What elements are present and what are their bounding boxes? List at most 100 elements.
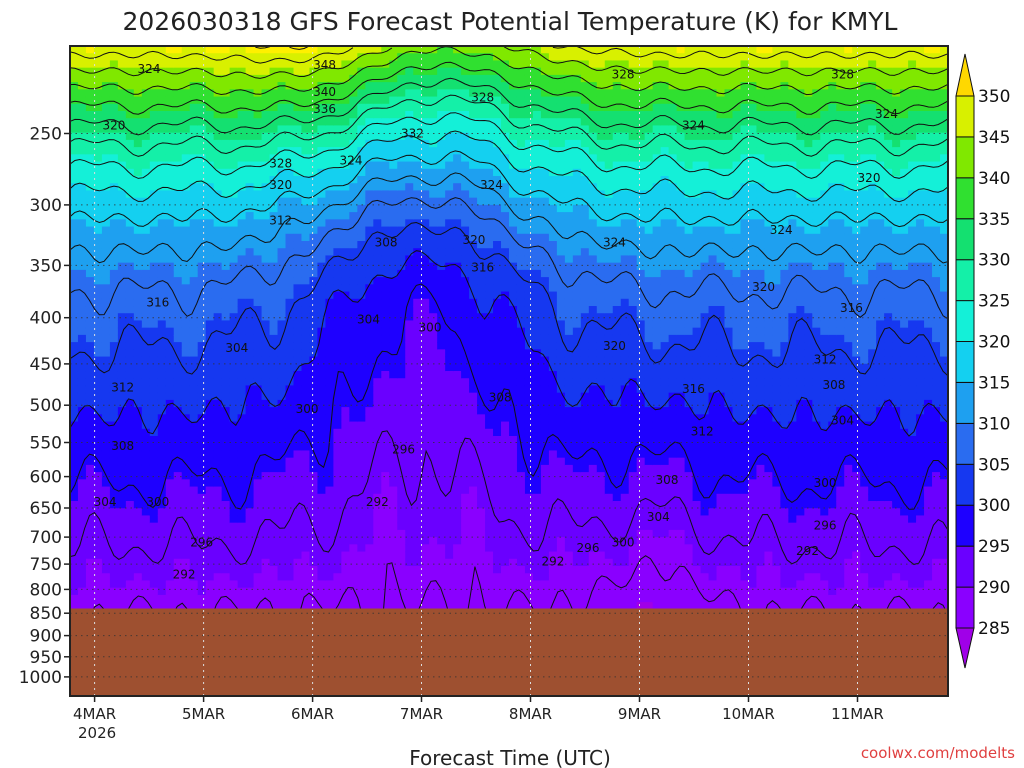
heatmap-cell [109,493,119,502]
heatmap-cell [493,60,502,69]
heatmap-cell [101,103,111,112]
heatmap-cell [405,269,414,278]
heatmap-cell [293,219,303,228]
heatmap-cell [70,313,79,322]
heatmap-cell [285,118,295,127]
heatmap-cell [165,566,175,574]
heatmap-cell [229,154,239,163]
heatmap-cell [173,233,183,242]
heatmap-cell [269,132,279,141]
heatmap-cell [437,298,446,307]
heatmap-cell [285,168,295,177]
heatmap-cell [261,363,271,372]
heatmap-cell [125,407,135,415]
heatmap-cell [469,60,478,69]
heatmap-cell [141,334,151,343]
heatmap-cell [501,233,510,242]
heatmap-cell [381,204,390,213]
heatmap-cell [109,60,119,69]
heatmap-cell [413,392,422,401]
heatmap-cell [477,342,486,350]
heatmap-cell [453,327,462,336]
heatmap-cell [197,378,207,387]
heatmap-cell [341,457,350,466]
heatmap-cell [189,284,199,293]
heatmap-cell [309,132,319,141]
heatmap-cell [301,67,311,76]
heatmap-cell [485,587,494,596]
heatmap-cell [77,573,87,582]
heatmap-cell [285,125,295,134]
heatmap-cell [197,385,207,394]
heatmap-cell [317,464,327,473]
heatmap-cell [373,371,382,379]
heatmap-cell [309,558,319,567]
heatmap-cell [229,573,239,582]
heatmap-cell [77,60,87,69]
heatmap-cell [245,486,255,495]
heatmap-cell [109,428,119,437]
heatmap-cell [117,248,127,257]
heatmap-cell [173,544,183,553]
heatmap-cell [189,74,199,83]
heatmap-cell [261,407,271,415]
heatmap-cell [317,587,327,596]
heatmap-cell [493,147,502,155]
heatmap-cell [181,60,191,69]
heatmap-cell [461,602,470,610]
heatmap-cell [413,334,422,343]
heatmap-cell [509,291,518,300]
heatmap-cell [221,132,231,141]
heatmap-cell [365,544,374,553]
heatmap-cell [381,356,390,365]
heatmap-cell [413,342,422,350]
heatmap-cell [373,414,382,423]
heatmap-cell [301,479,311,488]
heatmap-cell [317,226,327,235]
heatmap-cell [293,428,303,437]
heatmap-cell [141,183,151,192]
heatmap-cell [501,212,510,220]
heatmap-cell [157,96,167,105]
heatmap-cell [205,602,215,610]
heatmap-cell [141,190,151,199]
heatmap-cell [461,103,470,112]
heatmap-cell [189,313,199,322]
heatmap-cell [109,334,119,343]
heatmap-cell [445,414,454,423]
heatmap-cell [413,602,422,610]
heatmap-cell [189,515,199,524]
heatmap-cell [309,111,319,119]
heatmap-cell [509,197,518,206]
heatmap-cell [325,378,334,387]
heatmap-cell [221,269,231,278]
heatmap-cell [261,537,271,545]
heatmap-cell [269,558,279,567]
heatmap-cell [189,197,199,206]
heatmap-cell [205,522,215,531]
heatmap-cell [413,486,422,495]
heatmap-cell [341,233,350,242]
heatmap-cell [173,421,183,430]
heatmap-cell [381,67,390,76]
heatmap-cell [413,320,422,329]
heatmap-cell [205,551,215,560]
heatmap-cell [189,168,199,177]
heatmap-cell [173,486,183,495]
heatmap-cell [173,450,183,459]
heatmap-cell [365,551,374,560]
heatmap-cell [173,457,183,466]
heatmap-cell [317,168,327,177]
heatmap-cell [373,551,382,560]
heatmap-cell [285,501,295,509]
heatmap-cell [181,277,191,285]
heatmap-cell [389,219,398,228]
heatmap-cell [285,183,295,192]
heatmap-cell [405,385,414,394]
heatmap-cell [325,53,334,62]
heatmap-cell [77,74,87,83]
heatmap-cell [469,443,478,452]
heatmap-cell [317,566,327,574]
heatmap-cell [285,269,295,278]
heatmap-cell [373,522,382,531]
